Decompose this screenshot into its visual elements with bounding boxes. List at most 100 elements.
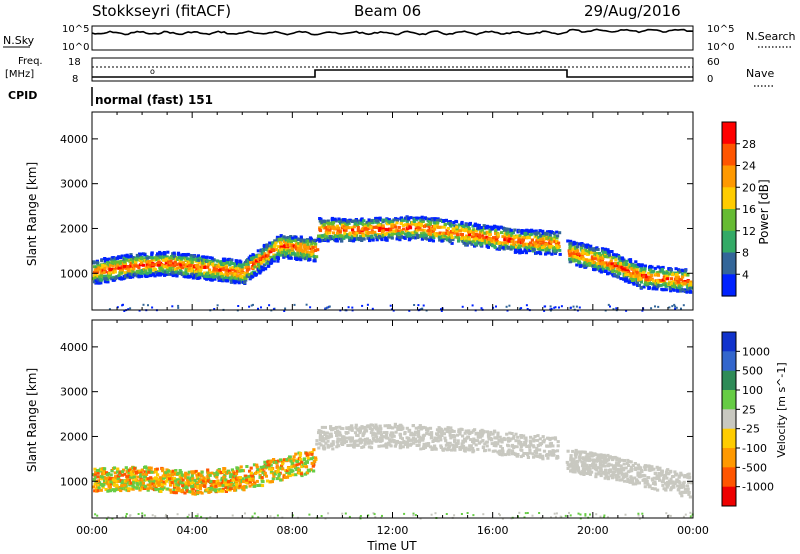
colorbar-swatch	[722, 274, 736, 297]
data-cell	[267, 264, 271, 268]
data-cell	[258, 473, 262, 477]
data-cell	[538, 249, 542, 253]
data-cell	[177, 262, 181, 266]
data-cell	[203, 274, 207, 278]
data-cell	[384, 218, 388, 222]
data-cell	[626, 266, 630, 270]
data-cell	[609, 264, 613, 268]
data-cell	[556, 234, 560, 238]
data-cell	[514, 240, 518, 244]
data-cell	[448, 222, 452, 226]
data-cell	[135, 481, 139, 485]
data-cell	[125, 258, 129, 262]
data-cell	[491, 227, 495, 231]
data-cell	[340, 441, 344, 445]
data-cell	[668, 287, 672, 291]
data-cell	[503, 241, 507, 245]
data-cell	[480, 239, 485, 243]
data-cell	[609, 255, 613, 259]
data-cell	[296, 253, 300, 257]
data-cell	[206, 488, 210, 492]
data-cell	[541, 232, 545, 235]
data-cell	[277, 474, 281, 478]
data-cell	[120, 484, 124, 488]
data-cell	[419, 232, 424, 236]
data-cell	[465, 228, 469, 232]
data-cell	[176, 489, 180, 493]
data-cell	[487, 240, 491, 244]
data-cell	[411, 231, 415, 235]
data-cell	[238, 476, 242, 479]
data-cell	[546, 230, 550, 234]
data-cell	[333, 227, 337, 231]
data-cell	[344, 440, 349, 444]
data-cell	[151, 263, 155, 267]
data-cell	[124, 466, 128, 470]
data-cell	[429, 236, 433, 240]
power-colorbar-label: Power [dB]	[757, 179, 771, 244]
data-cell	[244, 278, 248, 282]
data-cell	[488, 229, 492, 233]
data-cell	[93, 482, 97, 486]
data-cell	[236, 476, 240, 480]
data-cell	[354, 221, 358, 225]
data-cell	[375, 236, 379, 239]
data-cell	[167, 469, 171, 473]
data-cell	[461, 223, 465, 227]
data-cell	[115, 275, 119, 279]
data-cell	[334, 235, 339, 238]
data-cell	[251, 253, 255, 257]
data-cell	[544, 250, 548, 253]
data-cell	[434, 447, 438, 451]
data-cell	[325, 231, 329, 235]
data-cell	[574, 241, 578, 245]
data-cell	[239, 260, 243, 264]
data-cell	[343, 226, 347, 230]
data-cell	[461, 240, 465, 243]
nsky-tick-top: 10^5	[62, 24, 89, 35]
data-cell	[220, 279, 224, 283]
data-cell	[468, 222, 472, 226]
data-cell	[280, 244, 284, 248]
data-cell	[128, 275, 132, 279]
data-cell	[186, 480, 190, 484]
data-cell	[318, 436, 322, 440]
data-cell	[586, 259, 590, 263]
data-cell	[187, 264, 191, 268]
data-cell	[445, 228, 449, 232]
noise-cell	[505, 305, 508, 308]
data-cell	[131, 479, 136, 483]
data-cell	[165, 272, 169, 276]
data-cell	[385, 238, 389, 242]
data-cell	[321, 234, 325, 238]
data-cell	[253, 261, 257, 265]
data-cell	[248, 477, 252, 481]
data-cell	[151, 482, 155, 486]
data-cell	[367, 222, 371, 226]
data-cell	[429, 436, 433, 440]
data-cell	[399, 229, 403, 233]
data-cell	[366, 233, 370, 237]
data-cell	[378, 233, 382, 237]
data-cell	[247, 256, 251, 260]
data-cell	[244, 485, 248, 489]
data-cell	[331, 222, 335, 226]
data-cell	[182, 485, 186, 489]
data-cell	[291, 469, 295, 473]
data-cell	[191, 257, 195, 261]
data-cell	[337, 217, 341, 221]
data-cell	[209, 485, 213, 489]
data-cell	[312, 469, 316, 473]
data-cell	[118, 471, 122, 475]
data-cell	[350, 426, 354, 430]
data-cell	[101, 475, 105, 479]
data-cell	[686, 286, 690, 290]
data-cell	[215, 475, 219, 479]
data-cell	[235, 274, 239, 278]
data-cell	[106, 473, 110, 477]
noise-cell	[553, 306, 556, 309]
data-cell	[116, 478, 120, 482]
data-cell	[225, 271, 229, 275]
data-cell	[378, 226, 382, 230]
data-cell	[263, 460, 267, 464]
